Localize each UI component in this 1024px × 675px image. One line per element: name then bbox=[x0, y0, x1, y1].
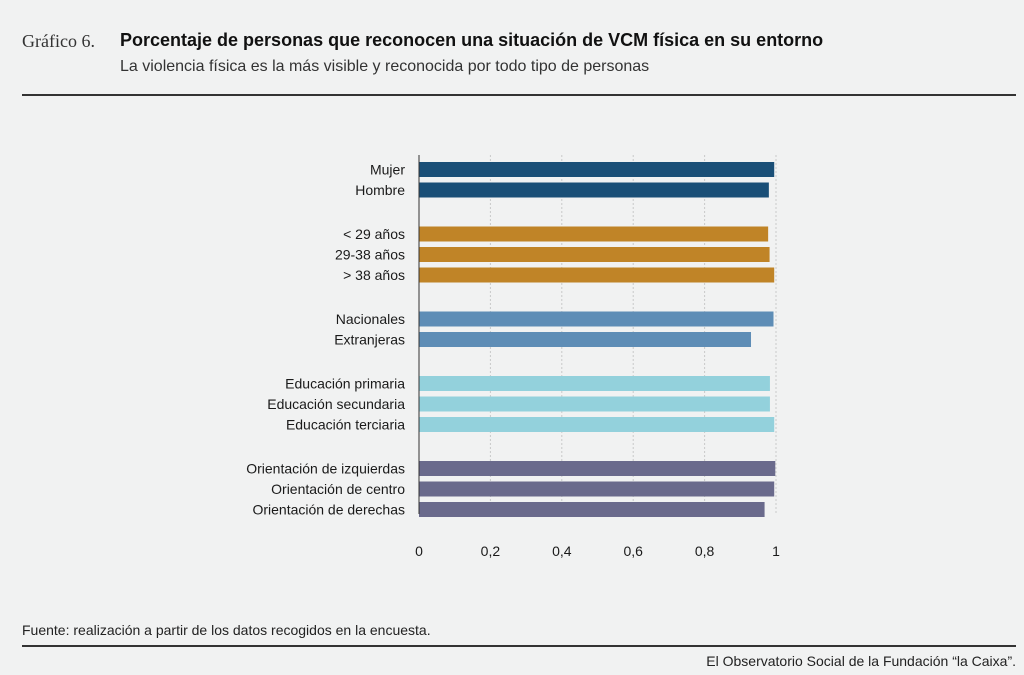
bar-2-0 bbox=[419, 311, 774, 327]
x-tick-label: 0,6 bbox=[623, 543, 643, 559]
x-tick-label: 1 bbox=[772, 543, 780, 559]
category-label: Orientación de izquierdas bbox=[246, 461, 405, 477]
chart-subtitle: La violencia física es la más visible y … bbox=[120, 58, 650, 75]
bar-4-1 bbox=[419, 481, 775, 497]
category-label: Orientación de derechas bbox=[252, 502, 405, 518]
bar-4-0 bbox=[419, 461, 776, 476]
bar-4-2 bbox=[419, 502, 765, 517]
bar-1-2 bbox=[419, 267, 775, 283]
category-label: > 38 años bbox=[343, 267, 405, 283]
bar-2-1 bbox=[419, 332, 752, 347]
x-tick-label: 0,4 bbox=[552, 543, 572, 559]
footer-divider bbox=[22, 645, 1016, 647]
figure-label: Gráfico 6. bbox=[22, 31, 95, 51]
category-label: < 29 años bbox=[343, 226, 405, 242]
bar-chart: Mujer Hombre < 29 años 29-38 años > 38 años N… bbox=[246, 155, 780, 559]
publisher-credit: El Observatorio Social de la Fundación “… bbox=[706, 653, 1016, 669]
category-label: Orientación de centro bbox=[271, 481, 405, 497]
category-label: Nacionales bbox=[336, 311, 405, 327]
category-label: Educación secundaria bbox=[267, 396, 405, 412]
bar-3-2 bbox=[419, 417, 775, 432]
category-label: Extranjeras bbox=[334, 332, 405, 348]
bar-3-1 bbox=[419, 396, 770, 412]
category-label: Educación primaria bbox=[285, 376, 405, 392]
x-tick-label: 0,2 bbox=[481, 543, 501, 559]
x-tick-label: 0,8 bbox=[695, 543, 715, 559]
category-label: 29-38 años bbox=[335, 247, 405, 263]
bar-1-0 bbox=[419, 226, 769, 242]
chart-title: Porcentaje de personas que reconocen una… bbox=[120, 30, 824, 50]
x-tick-label: 0 bbox=[415, 543, 423, 559]
bar-0-1 bbox=[419, 182, 769, 198]
category-label: Hombre bbox=[355, 182, 405, 198]
bar-0-0 bbox=[419, 162, 775, 177]
header-divider bbox=[22, 94, 1016, 96]
bar-3-0 bbox=[419, 376, 770, 391]
bar-1-1 bbox=[419, 247, 770, 262]
category-label: Educación terciaria bbox=[286, 417, 405, 433]
source-note: Fuente: realización a partir de los dato… bbox=[22, 622, 431, 638]
category-label: Mujer bbox=[370, 162, 405, 178]
